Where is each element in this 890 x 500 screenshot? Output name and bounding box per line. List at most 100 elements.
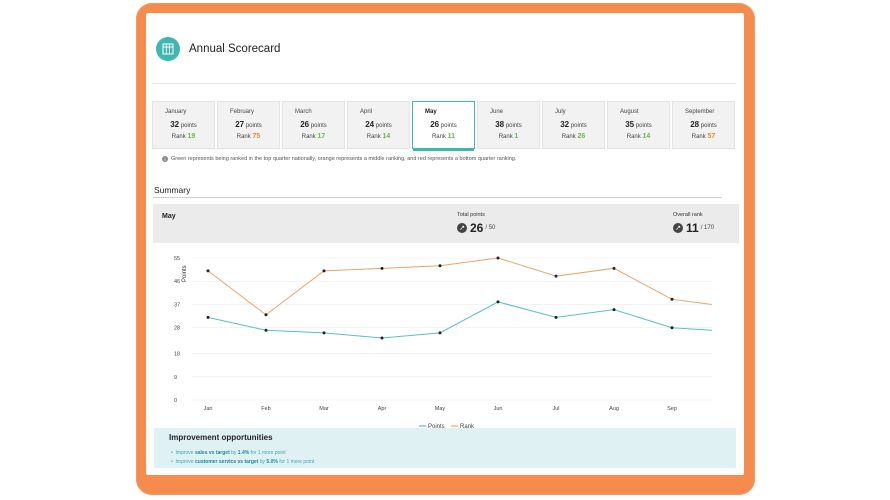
month-rank-value: 1 <box>514 133 519 140</box>
month-rank: Rank 57 <box>673 133 734 140</box>
data-point <box>670 326 674 330</box>
month-points-unit: points <box>310 123 327 129</box>
month-name: July <box>555 109 566 115</box>
improvement-suffix: for 1 more point <box>249 450 286 456</box>
ranking-note-text: Green represents being ranked in the top… <box>171 156 517 162</box>
month-rank: Rank 14 <box>348 133 409 140</box>
month-points-value: 24 <box>365 120 375 129</box>
data-point <box>264 313 268 317</box>
month-points-unit: points <box>180 123 197 129</box>
summary-divider <box>153 197 722 198</box>
data-point <box>612 266 616 270</box>
month-points-value: 38 <box>495 120 505 129</box>
x-tick-label: Sep <box>667 406 677 412</box>
month-tab-june[interactable]: June 38 points Rank 1 <box>477 101 540 149</box>
improvement-suffix: for 1 more point <box>277 459 315 465</box>
x-tick-label: May <box>435 406 446 412</box>
table-grid-icon <box>156 37 180 61</box>
month-points: 32 points <box>543 120 604 129</box>
month-points-value: 27 <box>235 120 245 129</box>
data-point <box>206 269 210 273</box>
month-tab-may[interactable]: May 26 points Rank 11 <box>412 101 475 151</box>
month-rank: Rank 11 <box>413 133 474 140</box>
month-points-value: 32 <box>170 120 180 129</box>
data-point <box>554 315 558 319</box>
data-point <box>612 308 616 312</box>
month-points-unit: points <box>505 123 522 129</box>
month-points-unit: points <box>375 123 392 129</box>
data-point <box>264 328 268 332</box>
month-points: 35 points <box>608 120 669 129</box>
page-header: Annual Scorecard <box>156 37 280 61</box>
month-rank-value: 17 <box>317 133 326 140</box>
month-tab-august[interactable]: August 35 points Rank 14 <box>607 101 670 149</box>
improvement-item[interactable]: • Improve sales vs target by 1.4% for 1 … <box>171 450 286 456</box>
improvement-prefix: Improve <box>175 450 195 456</box>
month-name: May <box>425 109 437 115</box>
month-rank-value: 26 <box>577 133 586 140</box>
month-rank-label: Rank <box>691 134 706 140</box>
data-point <box>438 264 442 268</box>
month-points: 26 points <box>413 120 474 129</box>
y-tick-label: 0 <box>174 398 177 404</box>
data-point <box>206 315 210 319</box>
total-points-label: Total points <box>457 212 485 218</box>
overall-rank-max: / 170 <box>700 225 715 231</box>
overall-rank-value: 11 <box>686 221 699 235</box>
month-rank-value: 57 <box>707 133 716 140</box>
month-rank-label: Rank <box>171 134 186 140</box>
month-rank-label: Rank <box>366 134 381 140</box>
month-points-value: 26 <box>430 120 440 129</box>
month-rank: Rank 26 <box>543 133 604 140</box>
data-point <box>380 266 384 270</box>
arrow-up-right-icon: ↗ <box>457 223 467 233</box>
month-points-value: 32 <box>560 120 570 129</box>
month-tab-march[interactable]: March 26 points Rank 17 <box>282 101 345 149</box>
y-tick-label: 9 <box>174 375 177 381</box>
month-points: 32 points <box>153 120 214 129</box>
month-name: April <box>360 109 373 115</box>
y-tick-label: 55 <box>174 256 180 262</box>
month-tab-april[interactable]: April 24 points Rank 14 <box>347 101 410 149</box>
improvement-mid: by <box>258 459 267 465</box>
total-points-value: 26 <box>470 221 484 235</box>
data-point <box>670 297 674 301</box>
month-tab-january[interactable]: January 32 points Rank 19 <box>152 101 215 149</box>
month-points-unit: points <box>245 123 262 129</box>
page-title: Annual Scorecard <box>189 43 281 55</box>
x-tick-label: Jul <box>552 406 559 412</box>
month-tab-september[interactable]: September 28 points Rank 57 <box>672 101 735 149</box>
data-point <box>554 274 558 278</box>
y-tick-label: 18 <box>174 352 180 358</box>
series-line-points <box>207 301 713 339</box>
month-tabs: January 32 points Rank 19 February 27 points… <box>152 101 737 151</box>
device-frame: Annual Scorecard January 32 points Rank 19… <box>136 3 755 495</box>
month-name: June <box>490 109 504 115</box>
arrow-up-right-icon: ↗ <box>673 223 683 233</box>
month-rank-label: Rank <box>301 134 316 140</box>
y-tick-label: 37 <box>174 302 180 308</box>
improvement-prefix: Improve <box>175 459 195 465</box>
month-points: 28 points <box>673 120 734 129</box>
month-rank-value: 19 <box>187 133 196 140</box>
month-rank-label: Rank <box>431 134 446 140</box>
ranking-note: i Green represents being ranked in the t… <box>162 156 516 162</box>
month-rank: Rank 75 <box>218 133 279 140</box>
improvement-title: Improvement opportunities <box>169 433 273 442</box>
line-chart: 0 9 18 28 37 46 55 Jan Feb Mar Apr May Jun Jul Aug Sep P… <box>174 256 713 430</box>
month-rank: Rank 17 <box>283 133 344 140</box>
data-point <box>496 256 500 260</box>
month-rank-label: Rank <box>561 134 576 140</box>
improvement-item[interactable]: • Improve customer service vs target by … <box>171 459 315 465</box>
month-rank-value: 14 <box>642 133 651 140</box>
x-tick-label: Apr <box>378 406 387 412</box>
month-rank-label: Rank <box>498 134 513 140</box>
month-tab-february[interactable]: February 27 points Rank 75 <box>217 101 280 149</box>
overall-rank-stat: Overall rank ↗ 11 / 170 <box>673 212 714 235</box>
summary-month: May <box>162 213 176 220</box>
month-tab-july[interactable]: July 32 points Rank 26 <box>542 101 605 149</box>
x-tick-label: Aug <box>609 406 619 412</box>
month-points-value: 28 <box>690 120 700 129</box>
month-points-unit: points <box>570 123 587 129</box>
summary-heading: Summary <box>154 185 191 195</box>
